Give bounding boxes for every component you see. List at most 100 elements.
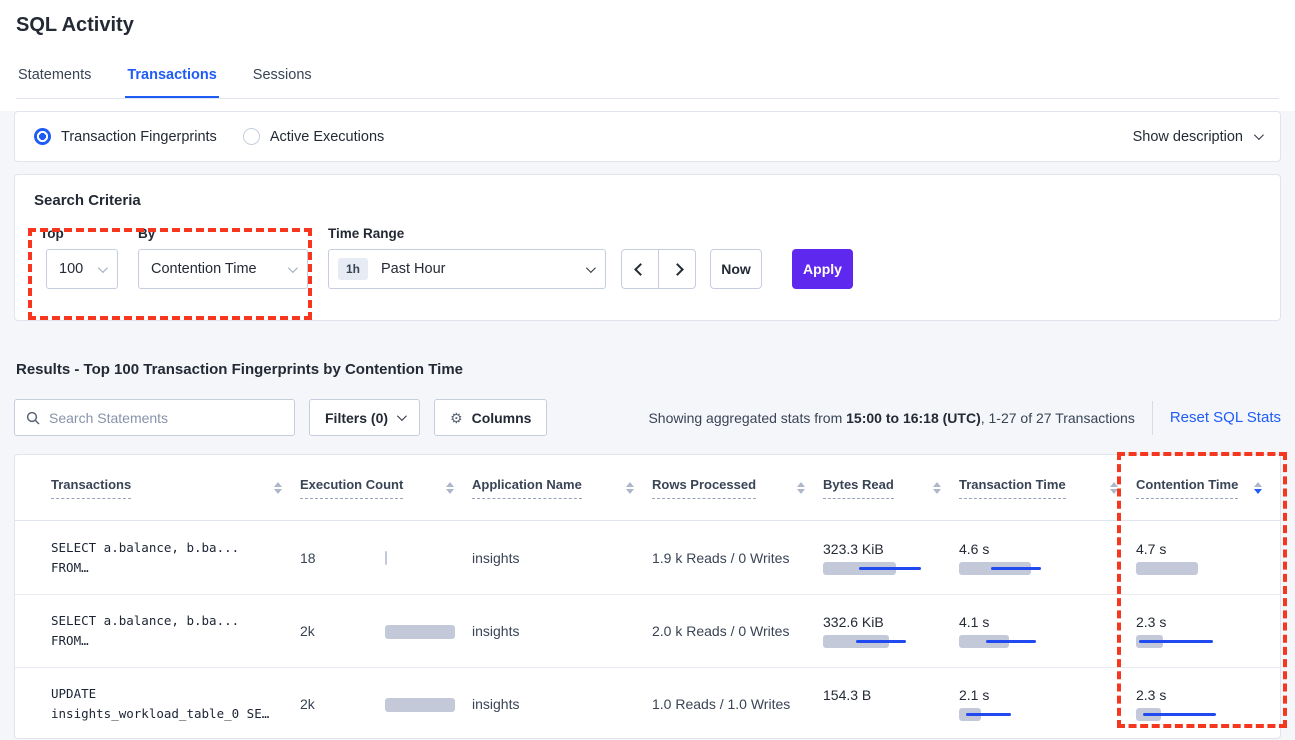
apply-button[interactable]: Apply xyxy=(792,249,853,289)
column-header-application-name[interactable]: Application Name xyxy=(472,477,652,499)
chevron-down-icon xyxy=(97,262,108,273)
radio-transaction-fingerprints[interactable]: Transaction Fingerprints xyxy=(34,128,217,145)
sort-up-triangle xyxy=(446,481,454,487)
column-header-contention-time[interactable]: Contention Time xyxy=(1136,477,1280,499)
bar-gray xyxy=(1136,561,1198,575)
table-row: SELECT a.balance, b.ba... FROM… 18 insights… xyxy=(15,521,1280,594)
column-header-transaction-time[interactable]: Transaction Time xyxy=(959,477,1136,499)
filters-button[interactable]: Filters (0) xyxy=(309,399,421,436)
column-header-bytes-read[interactable]: Bytes Read xyxy=(823,477,959,499)
now-button[interactable]: Now xyxy=(710,249,762,289)
sort-icon[interactable] xyxy=(1110,481,1118,494)
transaction-time-cell-value: 4.6 s xyxy=(959,540,990,557)
transaction-fingerprint-link[interactable]: UPDATE insights_workload_table_0 SE… xyxy=(51,684,300,724)
search-criteria-title: Search Criteria xyxy=(34,192,141,209)
tab-sessions[interactable]: Sessions xyxy=(252,67,312,83)
top-label: Top xyxy=(40,226,64,241)
bytes-read-cell-value: 154.3 B xyxy=(823,687,872,703)
sort-down-triangle xyxy=(274,488,282,494)
sort-down-triangle xyxy=(626,488,634,494)
search-input[interactable] xyxy=(49,409,283,426)
reset-sql-stats-link[interactable]: Reset SQL Stats xyxy=(1169,409,1281,426)
transaction-time-cell-value: 2.1 s xyxy=(959,687,990,703)
tab-transactions[interactable]: Transactions xyxy=(125,61,219,98)
page-header: SQL Activity Statements Transactions Ses… xyxy=(0,0,1295,99)
execution-count-cell: 2k xyxy=(300,595,472,667)
search-criteria-panel: Search Criteria Top 100 By Contention Ti… xyxy=(14,174,1281,321)
sort-icon[interactable] xyxy=(1254,481,1262,494)
sort-icon[interactable] xyxy=(626,481,634,494)
sql-line-2: insights_workload_table_0 SE… xyxy=(51,706,270,721)
metric-bar xyxy=(959,561,1089,575)
column-header-transactions[interactable]: Transactions xyxy=(51,477,300,499)
sort-icon[interactable] xyxy=(274,481,282,494)
sort-down-triangle xyxy=(446,488,454,494)
column-header-label: Rows Processed xyxy=(652,477,757,499)
rows-processed-cell: 1.0 Reads / 1.0 Writes xyxy=(652,696,791,712)
sort-icon[interactable] xyxy=(933,481,941,494)
execution-count-cell: 2k xyxy=(300,668,472,738)
by-select[interactable]: Contention Time xyxy=(138,249,308,289)
show-description-toggle[interactable]: Show description xyxy=(1132,128,1264,145)
metric-bar xyxy=(823,561,953,575)
show-description-label: Show description xyxy=(1132,128,1243,145)
transaction-time-cell: 2.1 s xyxy=(959,687,1136,721)
radio-label: Transaction Fingerprints xyxy=(61,128,217,145)
metric-bar xyxy=(959,635,1089,648)
sort-down-triangle xyxy=(1254,488,1262,494)
view-mode-bar: Transaction Fingerprints Active Executio… xyxy=(14,111,1281,162)
contention-time-cell-value: 2.3 s xyxy=(1136,614,1167,630)
sort-up-triangle xyxy=(274,481,282,487)
chevron-down-icon xyxy=(585,262,596,273)
columns-button[interactable]: ⚙ Columns xyxy=(434,399,548,436)
content-area: Transaction Fingerprints Active Executio… xyxy=(0,111,1295,740)
sql-line-2: FROM… xyxy=(51,633,89,648)
bar-stddev-line xyxy=(991,566,1041,570)
sort-icon[interactable] xyxy=(797,481,805,494)
execution-count-cell: 18 xyxy=(300,521,472,594)
column-header-rows-processed[interactable]: Rows Processed xyxy=(652,477,823,499)
table-row: UPDATE insights_workload_table_0 SE… 2k ins… xyxy=(15,667,1280,738)
page-title: SQL Activity xyxy=(16,14,134,36)
column-header-label: Application Name xyxy=(472,477,582,499)
time-range-field: Time Range 1h Past Hour xyxy=(328,226,606,289)
bar-stddev-line xyxy=(986,640,1036,643)
time-range-label: Time Range xyxy=(328,226,405,241)
column-header-execution-count[interactable]: Execution Count xyxy=(300,477,472,499)
table-body: SELECT a.balance, b.ba... FROM… 18 insights… xyxy=(15,521,1280,738)
execution-count-value: 2k xyxy=(300,696,315,712)
application-name-cell: insights xyxy=(472,549,520,566)
transaction-time-cell: 4.1 s xyxy=(959,614,1136,648)
top-select[interactable]: 100 xyxy=(46,249,118,289)
execution-count-bar xyxy=(385,698,455,712)
bar-stddev-line xyxy=(859,566,921,570)
radio-active-executions[interactable]: Active Executions xyxy=(242,128,385,145)
chevron-down-icon xyxy=(396,411,407,422)
transaction-fingerprint-link[interactable]: SELECT a.balance, b.ba... FROM… xyxy=(51,611,300,651)
time-prev-button[interactable] xyxy=(621,249,659,289)
bar-stddev-line xyxy=(966,713,1011,716)
transaction-fingerprint-link[interactable]: SELECT a.balance, b.ba... FROM… xyxy=(51,538,300,578)
chevron-left-icon xyxy=(633,262,647,276)
contention-time-cell-value: 2.3 s xyxy=(1136,687,1167,703)
time-range-select[interactable]: 1h Past Hour xyxy=(328,249,606,289)
stats-summary: Showing aggregated stats from 15:00 to 1… xyxy=(648,409,1135,426)
top-field: Top 100 xyxy=(40,226,118,289)
time-range-value: Past Hour xyxy=(381,261,446,277)
time-range-badge: 1h xyxy=(338,258,369,280)
by-label: By xyxy=(138,226,156,241)
stats-time-range: 15:00 to 16:18 (UTC) xyxy=(846,409,981,426)
time-next-button[interactable] xyxy=(658,249,696,289)
sort-icon[interactable] xyxy=(446,481,454,494)
by-select-value: Contention Time xyxy=(151,261,257,277)
view-mode-radio-group: Transaction Fingerprints Active Executio… xyxy=(34,128,384,145)
tab-statements[interactable]: Statements xyxy=(18,67,92,83)
search-box[interactable] xyxy=(14,399,295,436)
radio-label: Active Executions xyxy=(269,128,385,145)
transaction-time-cell-value: 4.1 s xyxy=(959,614,990,630)
column-header-label: Transactions xyxy=(51,477,132,499)
contention-time-cell-value: 4.7 s xyxy=(1136,540,1167,557)
bytes-read-cell-value: 323.3 KiB xyxy=(823,540,884,557)
chevron-down-icon xyxy=(1253,130,1264,141)
contention-time-cell: 4.7 s xyxy=(1136,541,1280,575)
